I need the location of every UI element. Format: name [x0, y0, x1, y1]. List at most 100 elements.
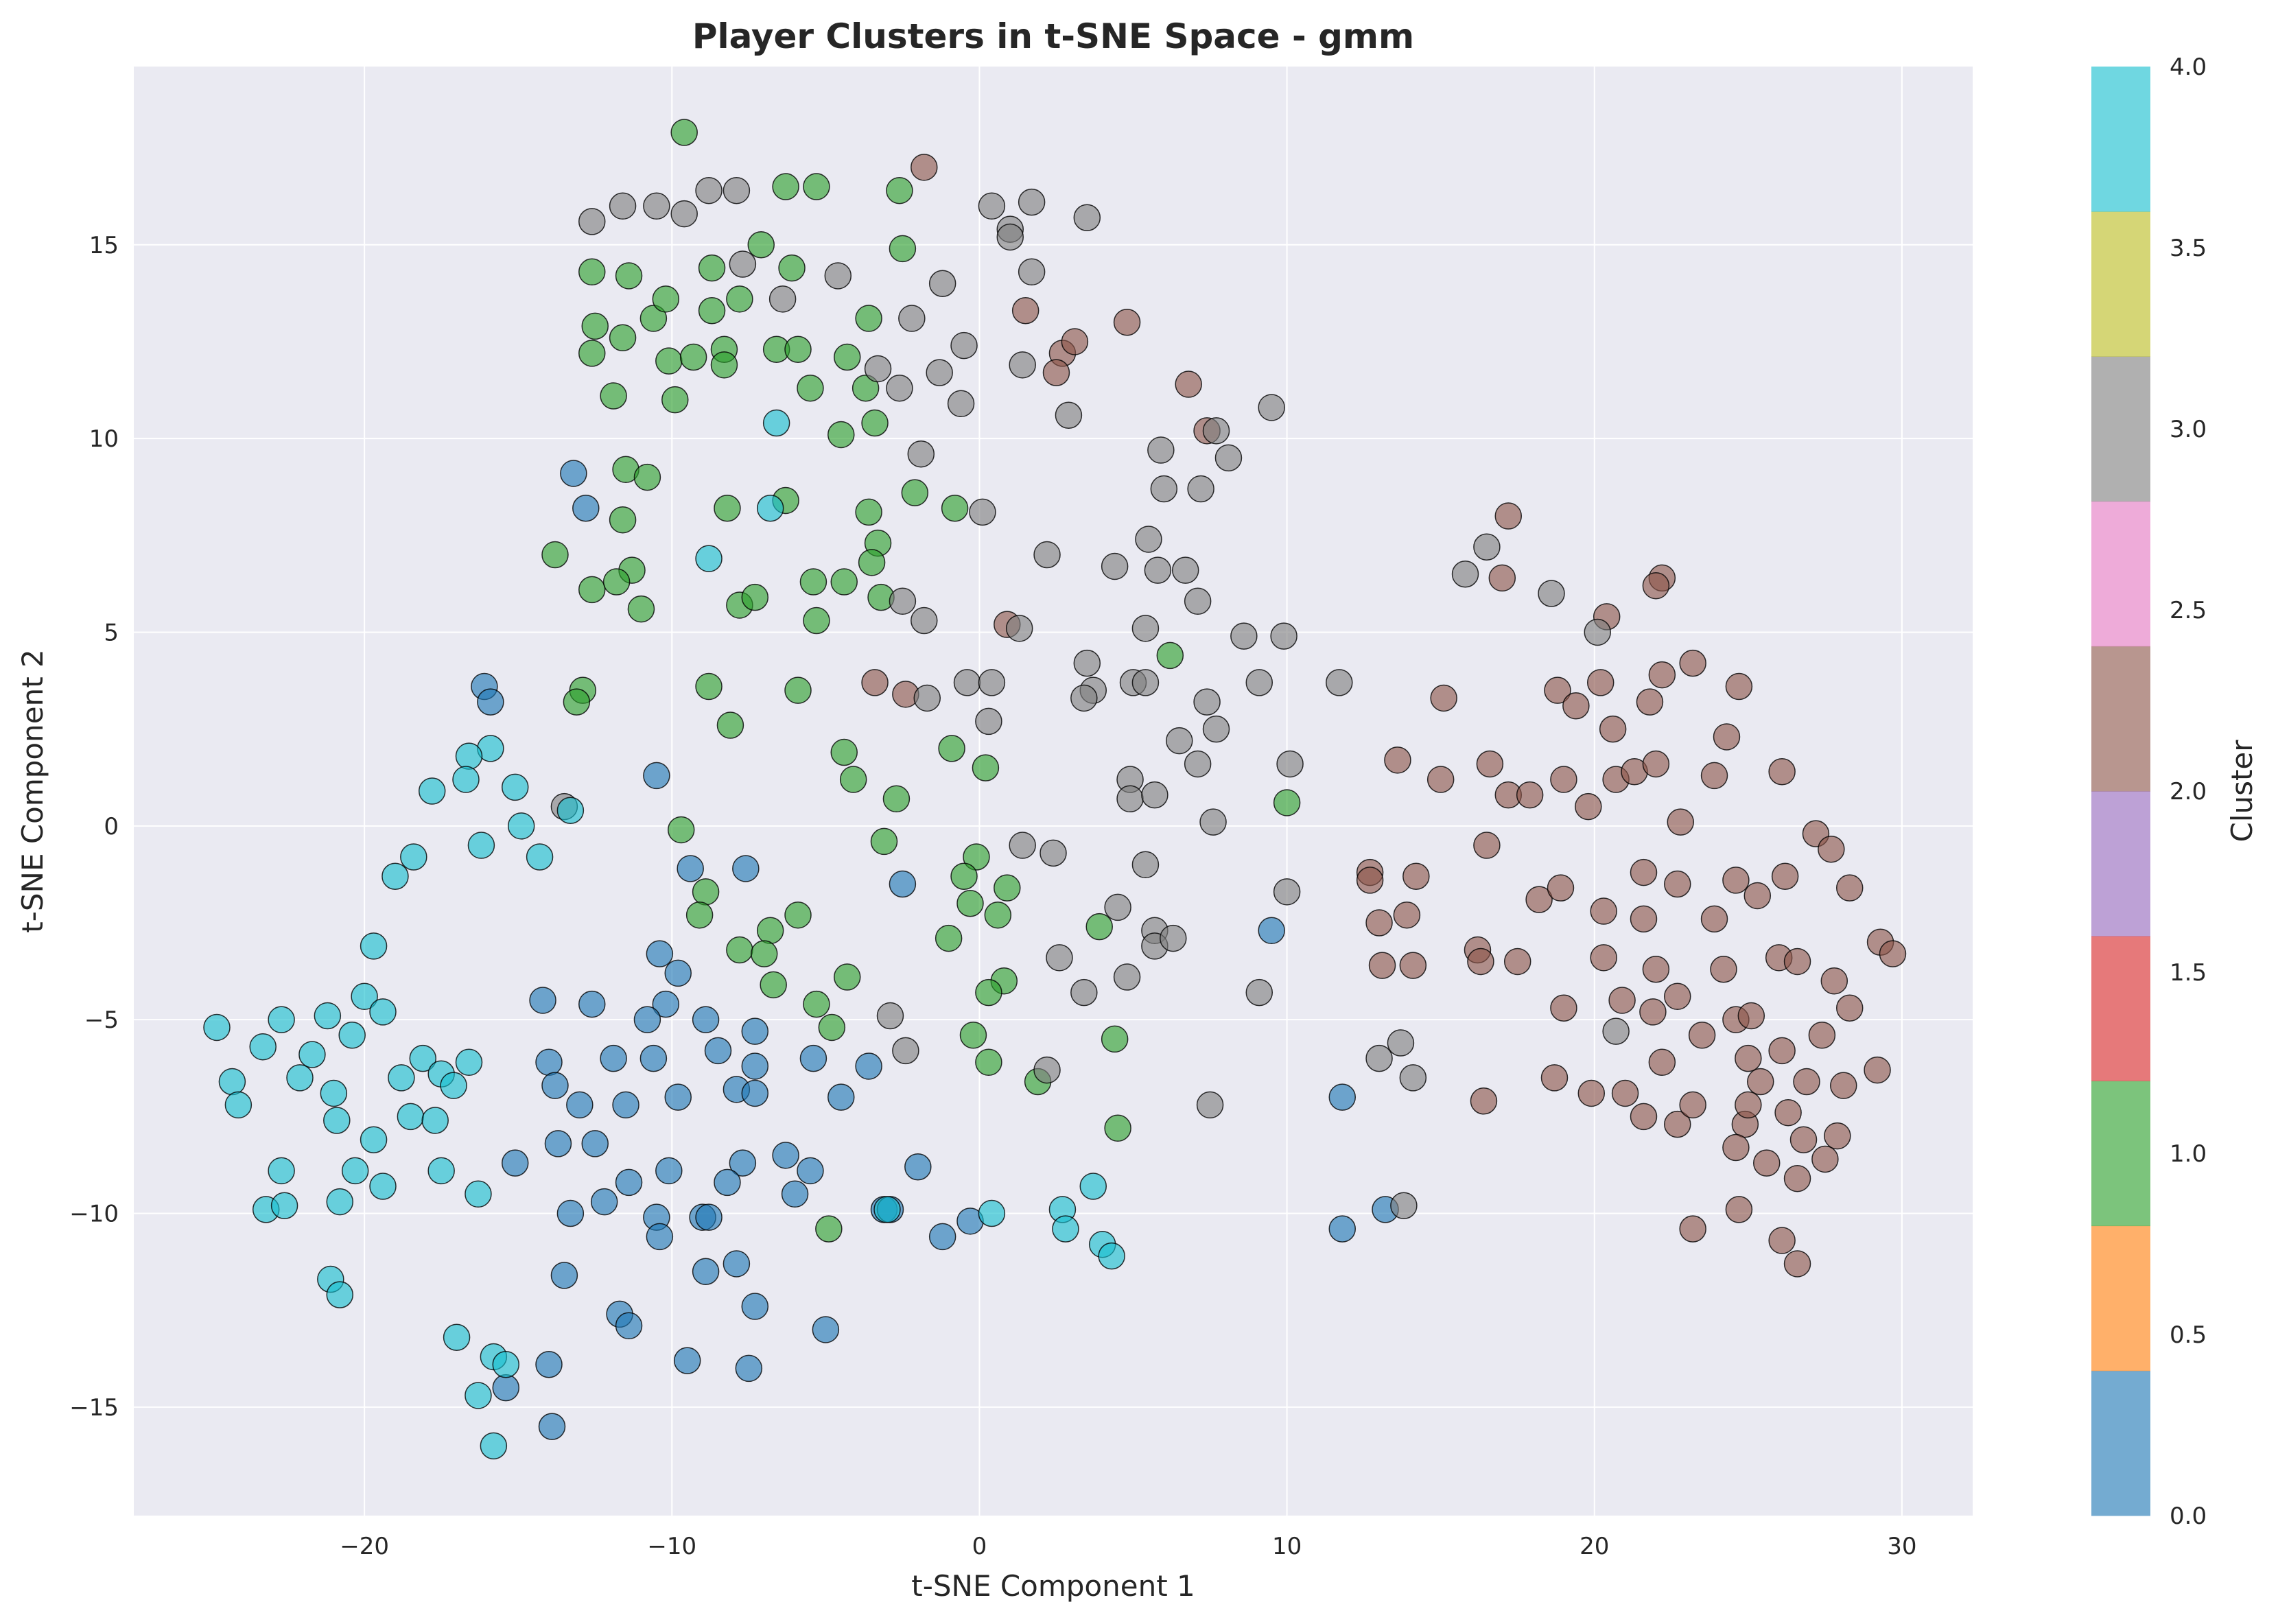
data-point-cluster-3 — [1199, 808, 1227, 836]
data-point-cluster-1 — [784, 901, 812, 929]
data-point-cluster-2 — [1725, 1196, 1753, 1223]
data-point-cluster-0 — [492, 1374, 520, 1402]
data-point-cluster-1 — [615, 262, 643, 290]
data-point-cluster-2 — [1820, 967, 1848, 995]
data-point-cluster-1 — [639, 305, 668, 332]
data-point-cluster-3 — [1005, 615, 1033, 642]
data-point-cluster-0 — [741, 1052, 769, 1080]
data-point-cluster-4 — [224, 1091, 253, 1119]
data-point-cluster-3 — [670, 200, 698, 228]
data-point-cluster-3 — [1033, 541, 1061, 569]
data-point-cluster-3 — [907, 440, 935, 468]
data-point-cluster-2 — [1735, 1091, 1762, 1119]
data-point-cluster-3 — [969, 498, 996, 526]
data-point-cluster-3 — [1390, 1192, 1418, 1219]
data-point-cluster-2 — [1575, 792, 1602, 821]
data-point-cluster-3 — [1073, 649, 1101, 677]
colorbar-tick-label: 3.5 — [2170, 235, 2207, 262]
data-point-cluster-2 — [1722, 1133, 1750, 1162]
data-point-cluster-2 — [1608, 987, 1636, 1014]
data-point-cluster-0 — [799, 1044, 827, 1072]
data-point-cluster-1 — [784, 676, 812, 704]
data-point-cluster-4 — [427, 1157, 455, 1185]
data-point-cluster-2 — [1664, 870, 1691, 898]
data-point-cluster-3 — [1018, 188, 1046, 216]
data-point-cluster-0 — [692, 1258, 720, 1285]
data-point-cluster-3 — [953, 669, 981, 696]
data-point-cluster-2 — [1611, 1079, 1639, 1107]
data-point-cluster-1 — [714, 495, 741, 522]
data-point-cluster-2 — [1402, 862, 1430, 890]
colorbar-tick-label: 1.5 — [2170, 959, 2207, 987]
data-point-cluster-4 — [286, 1064, 314, 1092]
data-point-cluster-3 — [1165, 727, 1193, 755]
data-point-cluster-4 — [341, 1157, 369, 1185]
data-point-cluster-3 — [1270, 622, 1297, 650]
data-point-cluster-1 — [670, 119, 698, 146]
data-point-cluster-2 — [1430, 684, 1457, 712]
colorbar-band — [2091, 501, 2150, 647]
colorbar-band — [2091, 1081, 2150, 1227]
x-tick-label: −20 — [340, 1533, 389, 1560]
data-point-cluster-4 — [381, 862, 409, 890]
data-point-cluster-1 — [975, 1048, 1002, 1076]
data-point-cluster-3 — [1399, 1064, 1427, 1092]
data-point-cluster-0 — [1258, 917, 1285, 945]
data-point-cluster-3 — [889, 587, 917, 615]
data-point-cluster-0 — [723, 1250, 751, 1278]
y-tick-label: 10 — [89, 425, 119, 453]
data-point-cluster-1 — [772, 173, 799, 200]
data-point-cluster-1 — [950, 862, 978, 890]
data-point-cluster-2 — [1393, 901, 1421, 929]
plot-area — [134, 67, 1973, 1516]
data-point-cluster-0 — [781, 1180, 809, 1208]
y-tick-label: 5 — [104, 619, 119, 646]
data-point-cluster-1 — [959, 1022, 987, 1049]
data-point-cluster-0 — [741, 1293, 769, 1320]
data-point-cluster-3 — [886, 374, 913, 402]
data-point-cluster-1 — [803, 990, 830, 1018]
data-point-cluster-2 — [1679, 1091, 1706, 1119]
data-point-cluster-3 — [1245, 669, 1273, 696]
data-point-cluster-1 — [963, 843, 990, 871]
data-point-cluster-3 — [978, 669, 1006, 696]
data-point-cluster-2 — [1426, 766, 1455, 793]
data-point-cluster-0 — [615, 1312, 643, 1340]
data-point-cluster-4 — [409, 1044, 437, 1072]
data-point-cluster-4 — [249, 1033, 277, 1061]
data-point-cluster-2 — [1835, 874, 1864, 902]
data-point-cluster-1 — [563, 688, 591, 716]
colorbar-tick-label: 3.0 — [2170, 416, 2207, 443]
data-point-cluster-1 — [747, 231, 775, 259]
data-point-cluster-2 — [1590, 944, 1617, 972]
x-tick-label: −10 — [647, 1533, 696, 1560]
data-point-cluster-0 — [664, 1083, 692, 1111]
data-point-cluster-4 — [440, 1072, 467, 1099]
data-point-cluster-2 — [1648, 661, 1676, 689]
data-point-cluster-3 — [1230, 622, 1258, 650]
data-point-cluster-0 — [729, 1149, 757, 1177]
data-point-cluster-1 — [830, 738, 858, 766]
data-point-cluster-4 — [418, 777, 446, 805]
data-point-cluster-1 — [1273, 789, 1301, 816]
data-point-cluster-4 — [326, 1281, 354, 1308]
data-point-cluster-3 — [892, 1037, 919, 1065]
grid-lines — [134, 67, 1973, 1516]
data-point-cluster-2 — [1743, 882, 1772, 910]
data-point-cluster-3 — [695, 176, 723, 204]
data-point-cluster-1 — [799, 568, 827, 596]
data-point-cluster-3 — [1196, 1091, 1224, 1119]
data-point-cluster-3 — [1104, 893, 1131, 921]
data-point-cluster-0 — [695, 1203, 723, 1231]
data-point-cluster-0 — [556, 1199, 585, 1227]
data-point-cluster-2 — [1586, 669, 1614, 696]
y-tick-label: −15 — [69, 1394, 119, 1422]
data-point-cluster-2 — [1710, 956, 1737, 983]
data-point-cluster-1 — [870, 827, 898, 856]
data-point-cluster-2 — [1811, 1145, 1839, 1173]
data-point-cluster-2 — [1830, 1072, 1857, 1099]
data-point-cluster-4 — [762, 409, 790, 437]
data-point-cluster-2 — [1808, 1022, 1836, 1049]
data-point-cluster-3 — [864, 355, 892, 383]
data-point-cluster-2 — [1783, 948, 1811, 976]
